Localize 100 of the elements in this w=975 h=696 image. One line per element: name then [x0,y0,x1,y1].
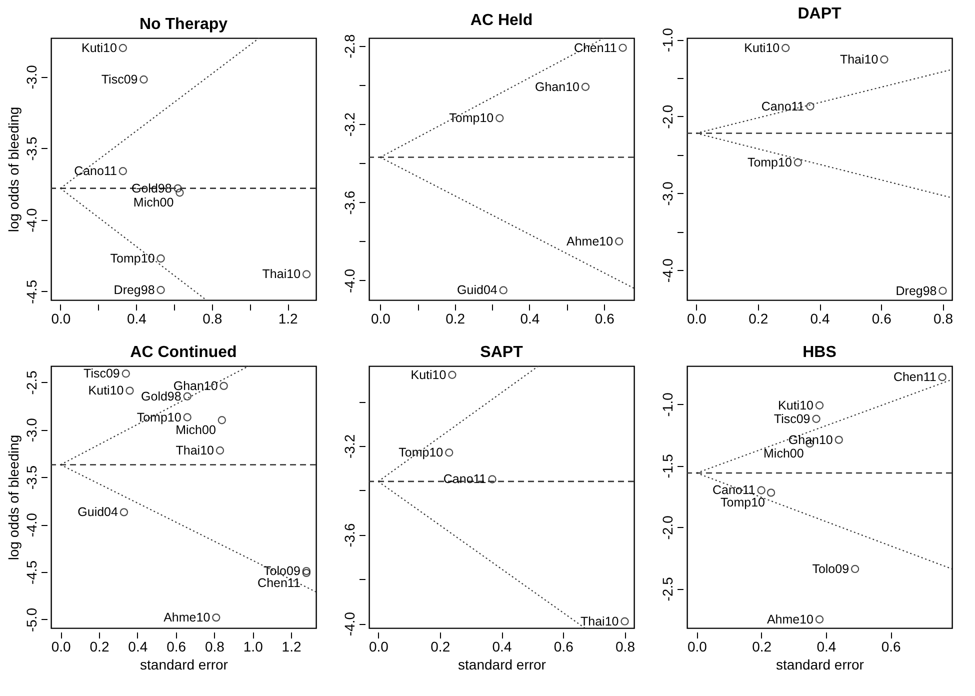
annotation: Tolo09 [812,562,850,576]
x-tick-label: 0.6 [872,310,892,326]
y-tick-label: -3.0 [24,64,40,90]
x-tick-label: 0.8 [616,638,636,654]
annotation: Kuti10 [81,41,117,56]
x-tick-label: 0.8 [934,310,954,326]
x-tick-label: 1.2 [282,638,302,654]
y-tick-label: -4.0 [24,208,40,232]
annotation: Tomp10 [398,446,444,460]
x-tick-label: 1.0 [243,638,264,654]
annotation: Mich00 [176,423,216,438]
y-tick-label: -4.0 [342,612,358,636]
x-tick-label: 0.4 [816,638,836,654]
x-tick-label: 0.0 [51,638,72,654]
x-tick-label: 0.0 [687,638,708,654]
annotation: Guid04 [78,505,118,520]
y-tick-label: -4.0 [24,512,40,538]
y-tick-label: -2.0 [660,515,676,540]
annotation: Ahme10 [566,234,614,248]
annotation: Ahme10 [766,612,814,626]
y-tick-label: -4.5 [24,560,40,585]
x-tick-label: 0.6 [594,310,615,326]
annotation: Thai10 [840,52,878,67]
x-axis-title: standard error [140,656,228,672]
annotation: Cano11 [712,483,756,498]
annotation: Kuti10 [410,368,446,382]
annotation: Ahme10 [164,610,210,625]
y-tick-label: -3.6 [342,190,358,215]
y-tick-label: -1.0 [660,392,676,417]
x-tick-label: 0.2 [430,638,450,654]
y-axis-title: log odds of bleeding [6,106,22,232]
annotation: Mich00 [133,196,174,210]
annotation: Cano11 [74,164,117,178]
chart-title: SAPT [480,344,524,361]
annotation: Tisc09 [101,72,138,87]
chart-title: HBS [802,344,837,361]
annotation: Gold98 [132,181,172,196]
y-tick-label: -4.5 [24,280,40,304]
x-tick-label: 0.2 [90,638,110,654]
x-tick-label: 0.4 [492,638,512,654]
x-tick-label: 0.6 [166,638,186,654]
x-tick-label: 1.2 [278,310,298,326]
annotation: Mich00 [764,446,804,460]
x-tick-label: 0.4 [128,638,148,654]
annotation: Thai10 [580,614,619,628]
annotation: Cano11 [761,99,804,114]
chart-title: AC Continued [130,344,237,361]
annotation: Tisc09 [84,366,120,381]
y-tick-label: -2.8 [342,34,358,58]
x-axis-title: standard error [458,656,546,672]
x-tick-label: 0.8 [204,638,225,654]
annotation: Tolo09 [264,564,300,578]
y-tick-label: -4.0 [660,258,676,283]
y-tick-label: -2.5 [24,370,40,395]
y-tick-label: -4.0 [342,268,358,294]
y-tick-label: -1.0 [660,28,676,52]
x-tick-label: 0.4 [810,310,830,326]
annotation: Thai10 [176,443,214,458]
annotation: Tomp10 [449,111,494,126]
y-tick-label: -3.0 [660,181,676,206]
annotation: Tomp10 [747,155,792,170]
y-tick-label: -3.6 [342,522,358,548]
x-tick-label: 0.0 [370,310,391,326]
y-tick-label: -3.0 [24,418,40,442]
chart-title: DAPT [798,5,842,22]
annotation: Ghan10 [788,432,833,447]
x-tick-label: 0.6 [881,638,902,654]
annotation: Dreg98 [114,282,155,297]
annotation: Tomp10 [110,251,155,266]
x-tick-label: 0.0 [51,310,71,326]
x-tick-label: 0.2 [748,310,768,326]
x-tick-label: 0.8 [202,310,222,326]
annotation: Kuti10 [778,398,814,412]
x-tick-label: 0.2 [752,638,772,654]
x-tick-label: 0.4 [126,310,147,326]
annotation: Kuti10 [744,40,780,55]
y-tick-label: -2.5 [660,576,676,602]
annotation: Chen11 [574,40,617,55]
annotation: Dreg98 [896,284,937,298]
annotation: Tisc09 [774,412,810,426]
annotation: Cano11 [443,472,486,486]
x-tick-label: 0.0 [369,638,389,654]
x-tick-label: 0.4 [520,310,540,326]
y-axis-title: log odds of bleeding [6,434,22,560]
annotation: Kuti10 [88,384,124,398]
x-tick-label: 0.0 [687,310,707,326]
y-tick-label: -1.5 [660,454,676,478]
annotation: Chen11 [893,370,936,384]
y-tick-label: -2.0 [660,104,676,129]
annotation: Chen11 [258,576,300,590]
annotation: Guid04 [457,283,498,298]
x-axis-title: standard error [776,656,864,672]
y-tick-label: -3.2 [342,112,358,137]
annotation: Tomp10 [136,410,182,424]
annotation: Ghan10 [534,80,580,94]
annotation: Thai10 [262,267,301,282]
chart-title: No Therapy [139,16,228,33]
x-tick-label: 0.2 [446,310,466,326]
chart-title: AC Held [470,12,533,29]
y-tick-label: -3.2 [342,434,358,458]
